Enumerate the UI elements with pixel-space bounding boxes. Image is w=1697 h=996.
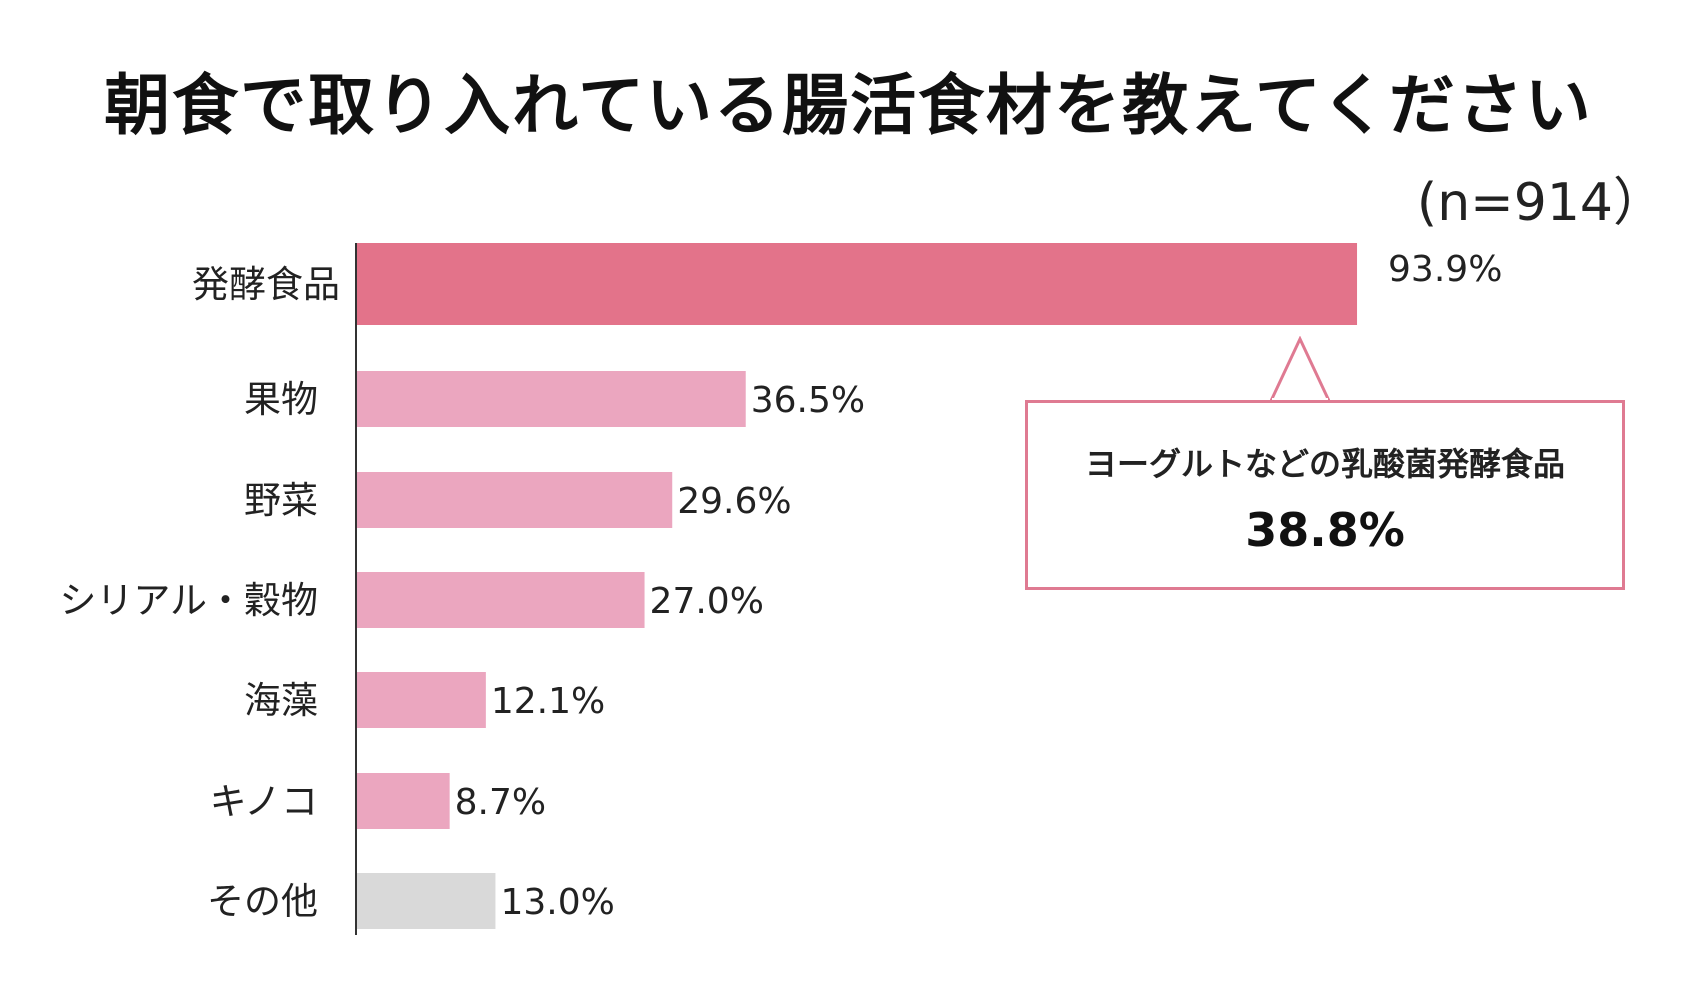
callout-text: ヨーグルトなどの乳酸菌発酵食品	[1084, 445, 1565, 483]
value-label-3: 27.0%	[650, 581, 764, 622]
bar-0	[357, 243, 1358, 325]
value-label-5: 8.7%	[455, 782, 546, 823]
category-label-0: 発酵食品	[192, 263, 340, 306]
bar-1	[357, 371, 746, 427]
chart-title: 朝食で取り入れている腸活食材を教えてください	[104, 67, 1593, 144]
category-label-5: キノコ	[210, 780, 318, 823]
category-label-2: 野菜	[244, 479, 318, 522]
sample-size: (n=914）	[1416, 173, 1665, 233]
callout-box: ヨーグルトなどの乳酸菌発酵食品 38.8%	[1025, 400, 1625, 590]
category-label-3: シリアル・穀物	[59, 579, 318, 622]
value-label-2: 29.6%	[677, 481, 791, 522]
value-label-6: 13.0%	[500, 882, 614, 923]
value-label-4: 12.1%	[491, 681, 605, 722]
bar-4	[357, 672, 486, 728]
category-label-6: その他	[207, 880, 318, 923]
value-label-1: 36.5%	[751, 380, 865, 421]
bar-6	[357, 873, 496, 929]
callout-pointer	[1270, 336, 1330, 404]
category-label-1: 果物	[244, 378, 318, 421]
bar-5	[357, 773, 450, 829]
category-label-4: 海藻	[244, 679, 318, 722]
value-label-0: 93.9%	[1388, 249, 1502, 290]
callout-value: 38.8%	[1245, 503, 1405, 557]
bar-3	[357, 572, 645, 628]
bar-2	[357, 472, 673, 528]
